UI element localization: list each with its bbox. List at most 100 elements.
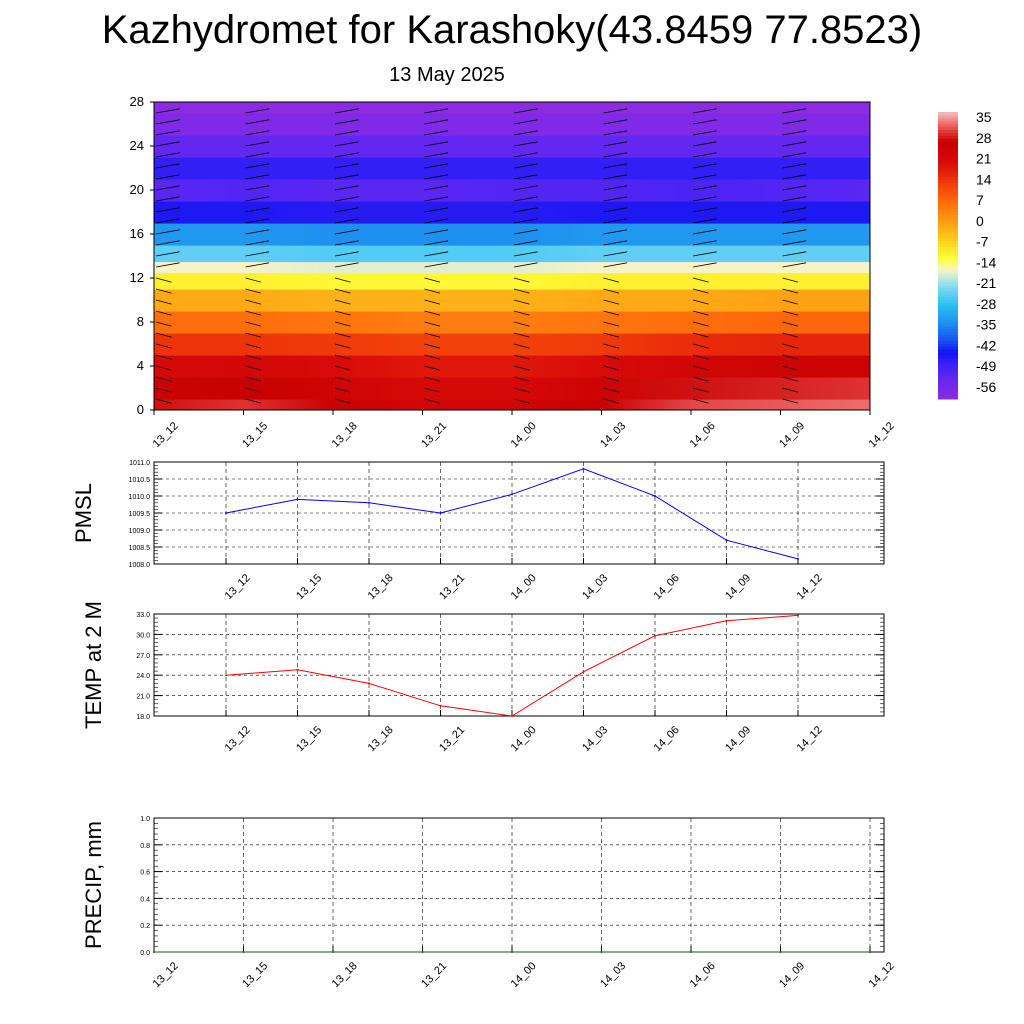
y-tick-label: 1009.5	[129, 511, 151, 518]
plot-frame	[153, 613, 885, 717]
wind-barb	[424, 354, 441, 360]
y-tick-label: 27.0	[136, 653, 150, 660]
temperature-field	[154, 102, 870, 410]
wind-barb	[603, 152, 628, 158]
x-tick-label: 14_06	[688, 420, 718, 450]
colorbar-swatch	[938, 302, 958, 306]
colorbar-swatch	[938, 308, 958, 312]
y-tick-label: 24.0	[136, 673, 150, 680]
colorbar-swatch	[938, 138, 958, 142]
wind-barb	[155, 288, 172, 294]
colorbar-swatch	[938, 167, 958, 171]
wind-barb	[245, 288, 262, 294]
wind-barb	[245, 130, 270, 136]
wind-barb	[782, 185, 807, 191]
colorbar-swatch	[938, 284, 958, 289]
wind-barb	[334, 387, 351, 393]
wind-barb	[334, 288, 351, 294]
wind-barb	[513, 108, 538, 114]
colorbar-swatch	[938, 299, 958, 303]
data-point	[153, 951, 155, 953]
wind-barb	[245, 185, 270, 191]
colorbar-swatch	[938, 276, 958, 280]
x-tick-label: 14_09	[723, 724, 753, 754]
temperature-band	[154, 261, 870, 274]
data-point	[600, 951, 603, 953]
wind-barb	[513, 262, 538, 268]
x-tick-label: 14_06	[688, 960, 718, 990]
colorbar-swatch	[938, 369, 958, 374]
wind-barb	[245, 218, 270, 224]
wind-barb	[245, 229, 270, 235]
colorbar-swatch	[938, 293, 958, 297]
wind-barb	[334, 376, 351, 382]
x-tick-label: 13_12	[151, 960, 181, 990]
wind-barb	[245, 376, 262, 382]
x-tick-label: 14_06	[652, 724, 682, 754]
wind-barb	[424, 321, 441, 327]
x-tick-label: 13_18	[330, 960, 360, 990]
colorbar-swatch	[938, 229, 958, 233]
wind-barb	[155, 119, 180, 125]
colorbar-swatch	[938, 170, 958, 174]
wind-barb	[334, 277, 351, 283]
wind-barb	[155, 207, 180, 213]
wind-barb	[513, 354, 530, 360]
wind-barb	[424, 174, 449, 180]
wind-barb	[782, 376, 799, 382]
wind-barb	[513, 343, 530, 349]
colorbar-swatch	[938, 360, 958, 365]
colorbar-swatch	[938, 194, 958, 198]
wind-barb	[155, 277, 172, 283]
wind-barb	[334, 310, 351, 316]
wind-barb	[155, 196, 180, 202]
colorbar-swatch	[938, 147, 958, 151]
wind-barb	[692, 387, 709, 393]
wind-barb	[692, 218, 717, 224]
y-tick-label: 18.0	[136, 714, 150, 721]
temperature-band	[154, 333, 870, 356]
wind-barb	[424, 108, 449, 114]
wind-barb	[155, 174, 180, 180]
x-tick-label: 14_12	[867, 960, 897, 990]
wind-barb	[603, 207, 628, 213]
colorbar-swatch	[938, 208, 958, 212]
line-panel-1: 1008.0 1008.5 1009.0 1009.5 1010.0 1010.5 1011…	[71, 460, 885, 602]
wind-barb	[245, 174, 270, 180]
wind-barb	[782, 299, 799, 305]
colorbar-swatch	[938, 273, 958, 277]
data-point	[582, 467, 585, 470]
temperature-band	[154, 399, 870, 410]
wind-barb	[692, 108, 717, 114]
wind-barb	[513, 310, 530, 316]
data-point	[511, 493, 513, 496]
wind-barb	[424, 343, 441, 349]
wind-barb	[603, 108, 628, 114]
data-point	[225, 512, 227, 514]
temperature-band	[154, 135, 870, 158]
y-tick-label: 1010.5	[129, 477, 151, 484]
colorbar-swatch	[938, 255, 958, 259]
y-tick-label: 0.8	[140, 843, 150, 850]
wind-barb	[155, 130, 180, 136]
wind-barb	[334, 196, 359, 202]
plot-frame	[153, 461, 885, 565]
wind-barb	[692, 130, 717, 136]
colorbar-swatch	[938, 355, 958, 359]
wind-barb	[603, 174, 628, 180]
wind-barb	[603, 229, 628, 235]
colorbar-swatch	[938, 223, 958, 227]
wind-barb	[782, 262, 807, 268]
y-tick-label: 0.2	[140, 923, 150, 930]
wind-barb	[603, 288, 620, 294]
x-tick-label: 13_12	[223, 572, 253, 602]
wind-barb	[424, 163, 449, 169]
y-tick-label: 0	[137, 402, 144, 417]
wind-barb	[155, 262, 180, 268]
y-tick-label: 30.0	[136, 632, 150, 639]
wind-barb	[245, 398, 262, 404]
y-axis-label: PMSL	[71, 483, 96, 543]
x-tick-label: 13_15	[294, 724, 324, 754]
x-tick-label: 14_09	[777, 420, 807, 450]
colorbar-swatch	[938, 322, 958, 327]
